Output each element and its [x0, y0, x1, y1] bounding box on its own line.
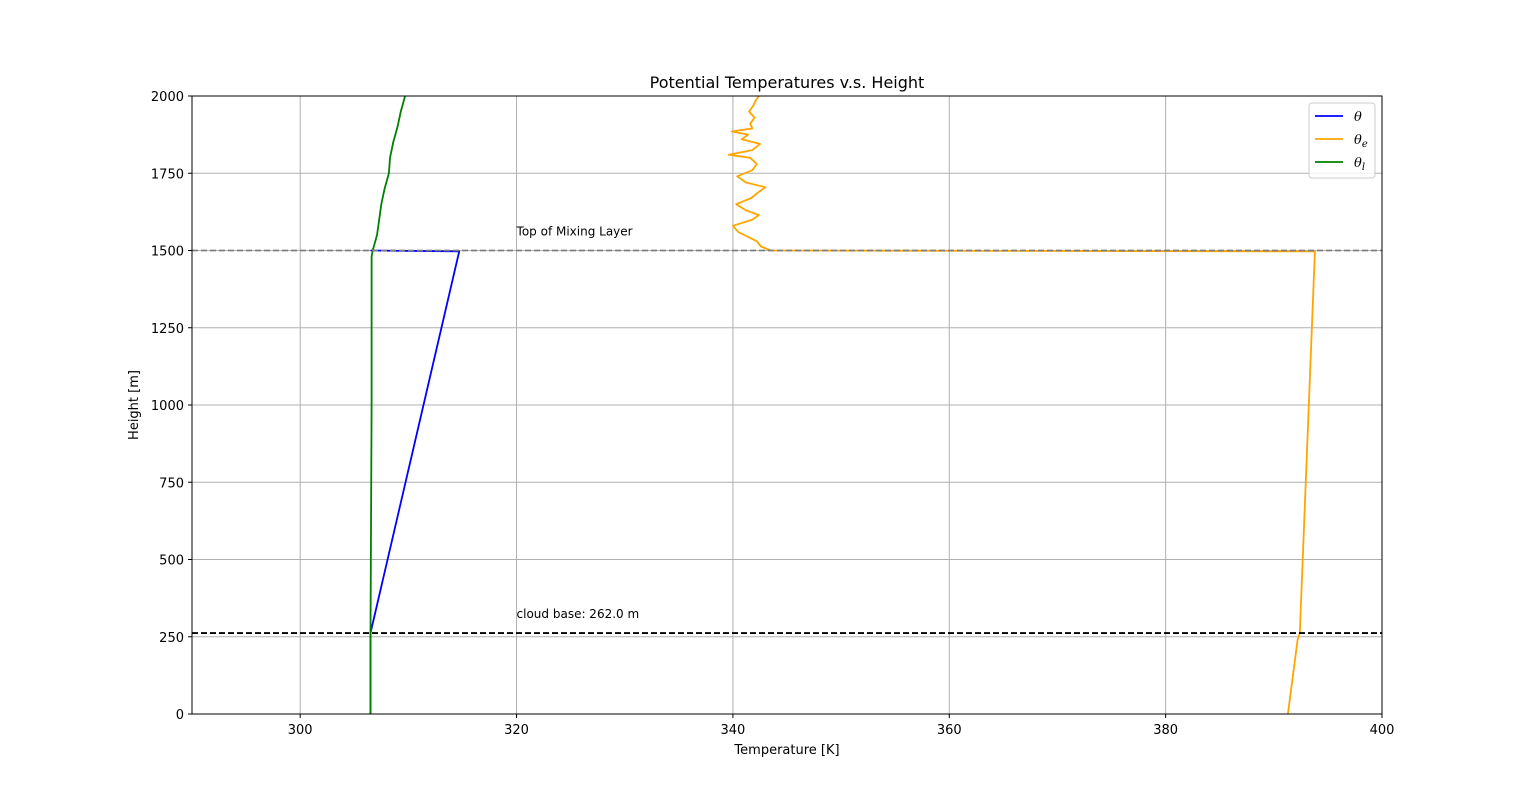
reference-line-label-1: cloud base: 262.0 m: [517, 607, 640, 621]
legend-label-base: θ: [1354, 156, 1362, 171]
y-tick-label: 2000: [151, 90, 184, 105]
x-tick-label: 360: [937, 723, 962, 738]
series-line-2: [369, 95, 406, 714]
legend-label-0: θ: [1354, 110, 1362, 125]
y-tick-label: 250: [159, 631, 184, 646]
y-tick-label: 1000: [151, 399, 184, 414]
x-tick-label: 340: [720, 723, 745, 738]
chart-title: Potential Temperatures v.s. Height: [650, 73, 925, 92]
y-tick-label: 500: [159, 554, 184, 569]
y-axis-label: Height [m]: [127, 370, 142, 440]
legend-label-2: θl: [1354, 156, 1365, 173]
y-tick-label: 1750: [151, 167, 184, 182]
legend-box: [1308, 102, 1376, 179]
y-tick-label: 0: [176, 708, 184, 723]
y-tick-label: 1250: [151, 322, 184, 337]
legend-label-subscript: e: [1362, 139, 1368, 150]
y-tick-label: 1500: [151, 245, 184, 260]
series-line-1: [727, 95, 1316, 715]
ticks: 300 320 340 360 380 400 0 250 500 750 1000 1250 1500…: [151, 90, 1395, 738]
x-tick-label: 300: [288, 723, 313, 738]
x-axis-label: Temperature [K]: [733, 743, 839, 758]
y-tick-label: 750: [159, 476, 184, 491]
x-tick-label: 380: [1153, 723, 1178, 738]
reference-lines: Top of Mixing Layer cloud base: 262.0 m: [192, 225, 1382, 634]
legend-label-subscript: l: [1362, 162, 1365, 173]
reference-line-label-0: Top of Mixing Layer: [516, 225, 633, 239]
x-tick-label: 400: [1370, 723, 1395, 738]
series-lines: [369, 95, 1316, 715]
legend-label-base: θ: [1354, 110, 1362, 125]
x-tick-label: 320: [504, 723, 529, 738]
legend-label-base: θ: [1354, 133, 1362, 148]
legend-label-1: θe: [1354, 133, 1368, 150]
